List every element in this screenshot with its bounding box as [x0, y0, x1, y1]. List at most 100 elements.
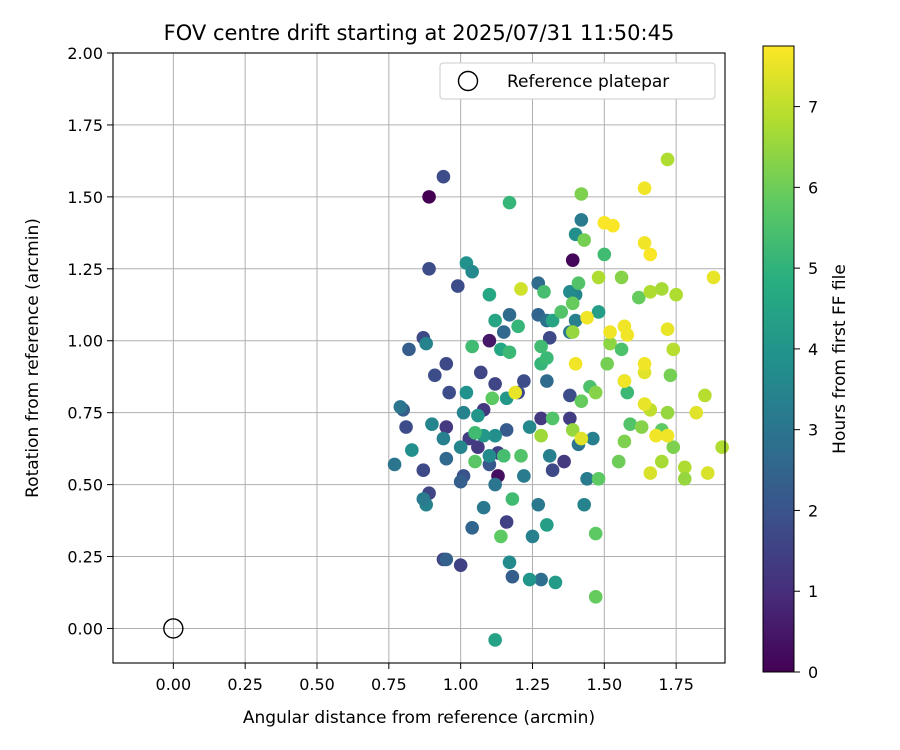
data-point [517, 374, 531, 388]
data-point [514, 282, 528, 296]
y-axis-label: Rotation from reference (arcmin) [23, 218, 43, 498]
data-point [554, 305, 569, 319]
y-tick-label: 2.00 [67, 44, 103, 63]
x-axis-label: Angular distance from reference (arcmin) [243, 708, 595, 728]
data-point [436, 431, 451, 446]
data-point [588, 385, 603, 400]
data-point [634, 420, 649, 434]
data-point [660, 428, 675, 443]
x-tick-label: 0.75 [371, 675, 407, 694]
data-point [402, 342, 416, 357]
data-point [600, 356, 614, 371]
x-tick-label: 0.00 [156, 675, 192, 694]
data-point [459, 385, 474, 400]
data-point [534, 411, 548, 426]
data-point [623, 417, 637, 431]
data-point [488, 428, 502, 443]
data-point [669, 287, 683, 302]
legend-box [439, 62, 716, 100]
data-point [563, 411, 577, 426]
y-tick-label: 0.50 [67, 476, 103, 495]
reference-point [163, 618, 184, 639]
data-point [453, 558, 468, 572]
data-point [660, 405, 675, 420]
y-tick-label: 1.75 [67, 116, 103, 135]
data-point [614, 342, 629, 357]
data-point [422, 262, 436, 276]
data-point [660, 152, 675, 167]
data-point [540, 518, 554, 532]
data-point [663, 368, 678, 383]
data-point [637, 397, 652, 411]
data-point [617, 319, 632, 334]
data-point [574, 187, 589, 201]
data-point [453, 440, 468, 454]
data-point [677, 472, 692, 486]
data-point [505, 492, 520, 506]
data-point [465, 264, 479, 279]
data-point [597, 247, 612, 262]
data-point [620, 385, 635, 400]
data-point [700, 466, 715, 480]
data-point [654, 454, 669, 469]
colorbar-tick-label: 4 [808, 340, 818, 359]
data-point [574, 213, 589, 227]
data-point [614, 270, 629, 285]
data-point [689, 405, 704, 420]
data-point [632, 290, 646, 305]
colorbar-label: Hours from first FF file [830, 264, 850, 454]
data-point [565, 423, 580, 437]
y-tick-label: 1.00 [67, 332, 103, 351]
data-point [499, 423, 514, 437]
colorbar-tick-label: 2 [808, 501, 818, 520]
data-point [706, 270, 721, 285]
data-point [511, 319, 525, 334]
x-tick-label: 1.00 [443, 675, 479, 694]
data-point [505, 569, 520, 584]
data-point [502, 555, 517, 570]
data-point [476, 500, 491, 515]
data-point [399, 420, 413, 434]
data-point [468, 454, 482, 469]
legend-marker [457, 70, 479, 92]
data-point [531, 497, 546, 512]
data-point [591, 305, 606, 319]
data-point [439, 356, 454, 371]
reference-marker [163, 618, 184, 639]
data-point [611, 454, 626, 469]
data-points [387, 152, 729, 647]
y-tick-label: 0.25 [67, 548, 103, 567]
x-axis-ticks: 0.00 0.25 0.50 0.75 1.00 1.25 1.50 1.75 [156, 663, 694, 694]
colorbar-tick-label: 3 [808, 421, 818, 440]
data-point [548, 575, 563, 590]
data-point [660, 322, 675, 337]
data-point [540, 351, 554, 365]
data-point [471, 440, 485, 454]
data-point [580, 472, 594, 486]
data-point [419, 336, 433, 351]
data-point [465, 339, 479, 354]
data-point [471, 408, 485, 423]
data-point [617, 374, 632, 388]
colorbar-tick-label: 5 [808, 259, 818, 278]
y-tick-label: 0.00 [67, 619, 103, 638]
data-point [499, 515, 514, 529]
data-point [643, 466, 658, 480]
data-point [606, 218, 620, 233]
data-point [577, 233, 592, 247]
data-point [494, 529, 508, 544]
data-point [502, 308, 517, 322]
data-point [428, 368, 442, 383]
data-point [563, 285, 577, 299]
data-point [568, 313, 583, 328]
y-axis-ticks: 0.00 0.25 0.50 0.75 1.00 1.25 1.50 1.75 2.00 [67, 44, 113, 638]
data-point [649, 428, 663, 443]
data-point [525, 529, 540, 544]
grid [113, 52, 725, 663]
data-point [387, 457, 402, 472]
chart-title: FOV centre drift starting at 2025/07/31 … [164, 21, 675, 45]
colorbar-tick-label: 0 [808, 663, 818, 682]
data-point [666, 342, 681, 357]
data-point [715, 440, 729, 454]
